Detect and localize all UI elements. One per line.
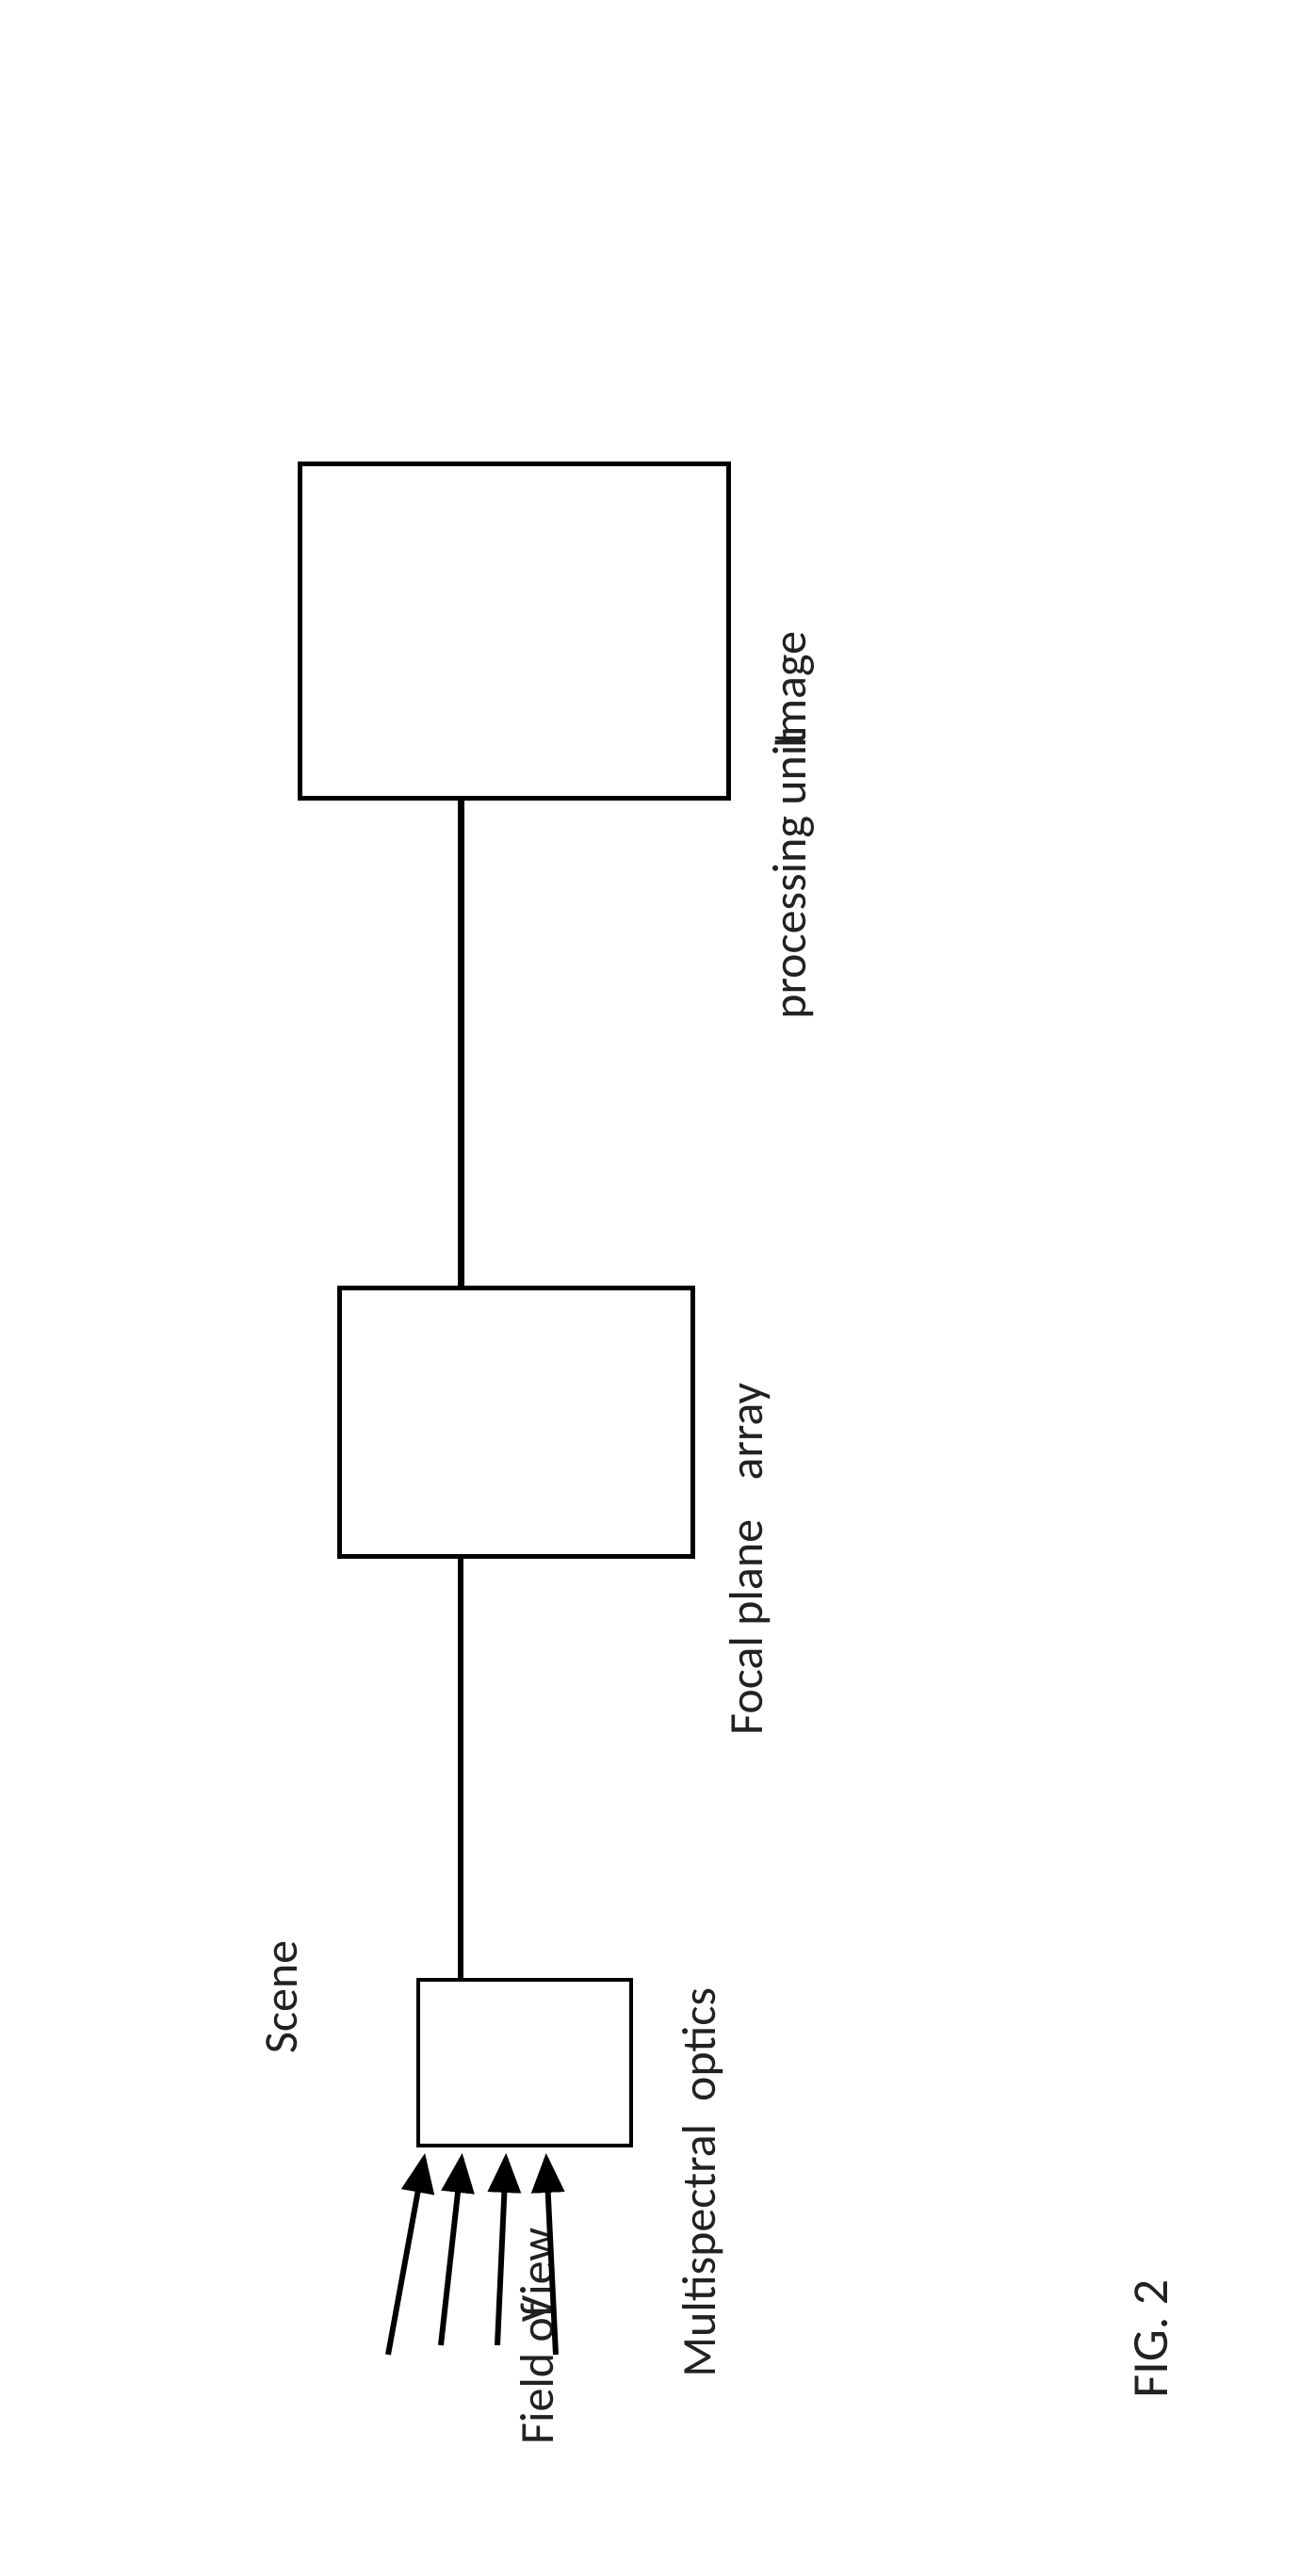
diagram-canvas: Scene Field of View Multispectral optics… bbox=[0, 0, 1299, 2576]
image-processing-unit-label-line2: processing unit bbox=[761, 729, 819, 1019]
focal-plane-array-label-line2: array bbox=[718, 1383, 775, 1480]
multispectral-optics-label-line2: optics bbox=[671, 1987, 728, 2101]
connector-optics-to-fpa bbox=[458, 1559, 463, 1978]
multispectral-optics-label-line1: Multispectral bbox=[671, 2124, 728, 2377]
focal-plane-array-box bbox=[337, 1286, 695, 1559]
figure-caption: FIG. 2 bbox=[1119, 2279, 1181, 2398]
focal-plane-array-label-line1: Focal plane bbox=[718, 1519, 775, 1735]
connector-fpa-to-ipu bbox=[458, 801, 464, 1286]
multispectral-optics-box bbox=[416, 1978, 633, 2147]
image-processing-unit-box bbox=[298, 462, 731, 801]
